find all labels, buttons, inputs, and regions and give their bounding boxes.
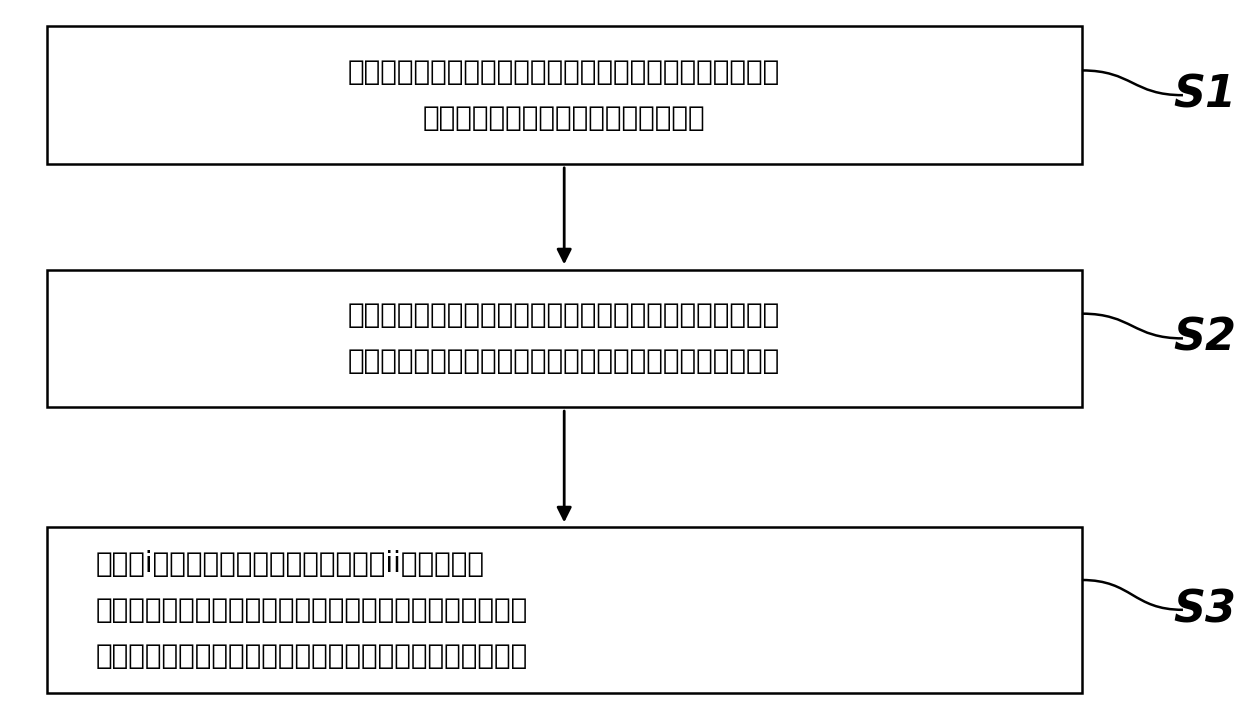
Text: S2: S2 xyxy=(1174,317,1236,360)
Text: S3: S3 xyxy=(1174,589,1236,631)
Text: 池单体在各个运行时刻的电压偏差值；: 池单体在各个运行时刻的电压偏差值； xyxy=(423,104,706,132)
Text: 在每一电池组的充放电过程中，实时获取该电池组中每个电: 在每一电池组的充放电过程中，实时获取该电池组中每个电 xyxy=(348,59,780,86)
Text: 根据（i）所得电压偏差值统计结果或（ii）所得电压: 根据（i）所得电压偏差值统计结果或（ii）所得电压 xyxy=(97,550,485,578)
Bar xyxy=(47,26,1081,164)
Text: S1: S1 xyxy=(1174,74,1236,116)
Text: 值进行比较，对大于所述第一阈值的电压偏差值进行统计；: 值进行比较，对大于所述第一阈值的电压偏差值进行统计； xyxy=(348,348,780,375)
Bar xyxy=(47,269,1081,407)
Text: 将所得每个电池单体在各个运行时刻的电压偏差值与第一阈: 将所得每个电池单体在各个运行时刻的电压偏差值与第一阈 xyxy=(348,302,780,329)
Text: 偏差值统计结果和该电池组的经过导平调试之后的放电容量: 偏差值统计结果和该电池组的经过导平调试之后的放电容量 xyxy=(97,596,528,624)
Text: 获得该电池组与所述储能系统中其他电池组的一致性结果。: 获得该电池组与所述储能系统中其他电池组的一致性结果。 xyxy=(97,642,528,670)
Bar xyxy=(47,527,1081,692)
